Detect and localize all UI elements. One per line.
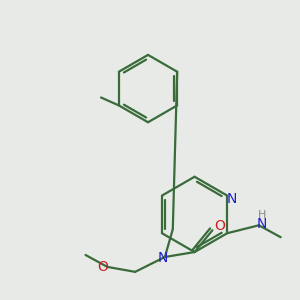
Text: O: O bbox=[97, 260, 108, 274]
Text: N: N bbox=[227, 191, 237, 206]
Text: N: N bbox=[257, 217, 267, 231]
Text: O: O bbox=[214, 219, 225, 233]
Text: N: N bbox=[158, 251, 168, 265]
Text: H: H bbox=[258, 210, 266, 220]
